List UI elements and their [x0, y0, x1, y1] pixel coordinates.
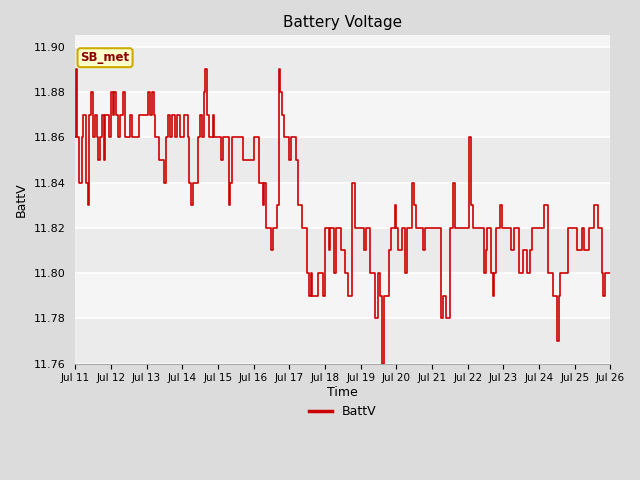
Bar: [75, 92, 611, 137]
Bar: [75, 137, 611, 182]
Bar: [75, 47, 611, 92]
BattV: [557, 270, 564, 276]
BattV: [607, 270, 614, 276]
BattV: [378, 361, 386, 367]
BattV: [71, 134, 79, 140]
BattV: [389, 225, 397, 231]
X-axis label: Time: Time: [328, 386, 358, 399]
Bar: [75, 228, 611, 273]
Line: BattV: BattV: [75, 69, 611, 364]
Title: Battery Voltage: Battery Voltage: [284, 15, 403, 30]
Bar: [75, 273, 611, 318]
BattV: [72, 66, 80, 72]
Legend: BattV: BattV: [304, 400, 381, 423]
BattV: [523, 270, 531, 276]
BattV: [390, 202, 398, 208]
Bar: [75, 182, 611, 228]
BattV: [73, 112, 81, 118]
Y-axis label: BattV: BattV: [15, 182, 28, 217]
BattV: [399, 225, 407, 231]
Text: SB_met: SB_met: [81, 51, 130, 64]
Bar: [75, 318, 611, 364]
